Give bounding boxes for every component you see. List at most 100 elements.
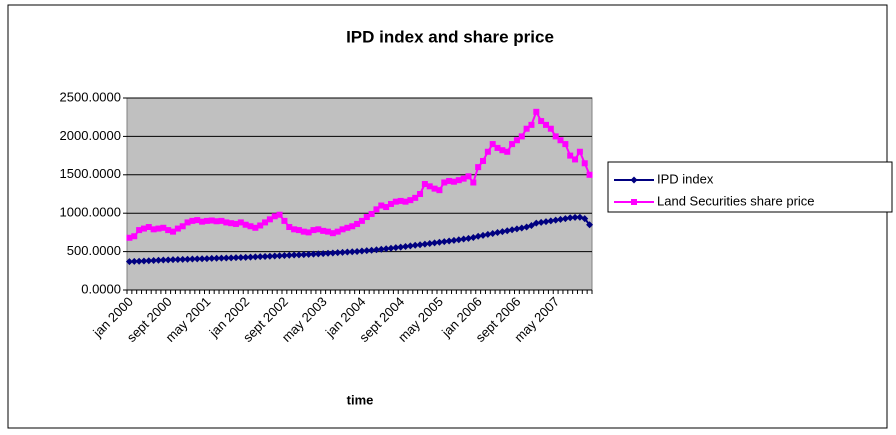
diamond-marker (150, 257, 158, 265)
square-marker (145, 224, 152, 231)
square-marker (354, 220, 361, 227)
y-tick-label: 2500.0000 (60, 89, 121, 104)
diamond-marker (537, 218, 545, 226)
diamond-marker (154, 256, 162, 264)
square-marker (363, 214, 370, 221)
square-marker (286, 224, 293, 231)
square-marker (586, 171, 593, 178)
square-marker (484, 148, 491, 155)
diamond-marker (527, 221, 535, 229)
square-marker (397, 197, 404, 204)
square-marker (281, 217, 288, 224)
diamond-marker (276, 252, 284, 260)
diamond-marker (547, 217, 555, 225)
square-marker (228, 220, 235, 227)
square-marker (189, 217, 196, 224)
square-marker (291, 226, 298, 233)
square-marker (150, 226, 157, 233)
square-marker (213, 218, 220, 225)
diamond-marker (513, 225, 521, 233)
square-marker (184, 219, 191, 226)
diamond-marker (179, 255, 187, 263)
diamond-marker (227, 254, 235, 262)
square-marker (489, 141, 496, 148)
diamond-marker (406, 242, 414, 250)
legend-marker (631, 199, 637, 205)
diamond-marker (542, 218, 550, 226)
diamond-marker (450, 236, 458, 244)
diamond-marker (464, 234, 472, 242)
diamond-marker (198, 255, 206, 263)
square-marker (470, 179, 477, 186)
diamond-marker (382, 245, 390, 253)
diamond-marker (314, 250, 322, 258)
diamond-marker (586, 221, 594, 229)
diamond-marker (339, 248, 347, 256)
legend-box (607, 161, 893, 213)
square-marker (567, 152, 574, 159)
square-marker (155, 225, 162, 232)
diamond-marker (561, 215, 569, 223)
diamond-marker (159, 256, 167, 264)
square-marker (509, 141, 516, 148)
square-marker (223, 219, 230, 226)
diamond-marker (435, 238, 443, 246)
diamond-marker (222, 254, 230, 262)
diamond-marker (213, 254, 221, 262)
square-marker (165, 227, 172, 234)
diamond-marker (232, 254, 240, 262)
square-marker (513, 137, 520, 144)
square-marker (300, 228, 307, 235)
diamond-marker (203, 255, 211, 263)
square-marker (581, 160, 588, 167)
square-marker (441, 179, 448, 186)
square-marker (562, 141, 569, 148)
square-marker (208, 217, 215, 224)
square-marker (387, 200, 394, 207)
square-marker (179, 223, 186, 230)
square-marker (538, 118, 545, 125)
diamond-marker (489, 229, 497, 237)
square-marker (170, 228, 177, 235)
square-marker (203, 217, 210, 224)
diamond-marker (261, 252, 269, 260)
square-marker (334, 228, 341, 235)
square-marker (402, 198, 409, 205)
diamond-marker (280, 252, 288, 260)
diamond-marker (242, 253, 250, 261)
diamond-marker (377, 245, 385, 253)
square-marker (576, 148, 583, 155)
y-tick-label: 2000.0000 (60, 128, 121, 143)
diamond-marker (174, 256, 182, 264)
square-marker (247, 223, 254, 230)
diamond-marker (358, 247, 366, 255)
diamond-marker (552, 216, 560, 224)
diamond-marker (309, 250, 317, 258)
square-marker (358, 217, 365, 224)
diamond-marker (324, 249, 332, 257)
square-marker (373, 206, 380, 213)
square-marker (465, 173, 472, 180)
diamond-marker (431, 239, 439, 247)
square-marker (426, 183, 433, 190)
square-marker (455, 177, 462, 184)
square-marker (237, 219, 244, 226)
square-marker (446, 177, 453, 184)
diamond-marker (392, 244, 400, 252)
diamond-marker (421, 240, 429, 248)
square-marker (504, 148, 511, 155)
diamond-marker (140, 257, 148, 265)
diamond-marker (363, 247, 371, 255)
diamond-marker (416, 241, 424, 249)
diamond-marker (285, 251, 293, 259)
diamond-marker (469, 234, 477, 242)
square-marker (329, 230, 336, 237)
square-marker (523, 125, 530, 132)
square-marker (325, 228, 332, 235)
diamond-marker (498, 228, 506, 236)
diamond-marker (372, 246, 380, 254)
square-marker (378, 202, 385, 209)
square-marker (126, 234, 133, 241)
square-marker (368, 210, 375, 217)
